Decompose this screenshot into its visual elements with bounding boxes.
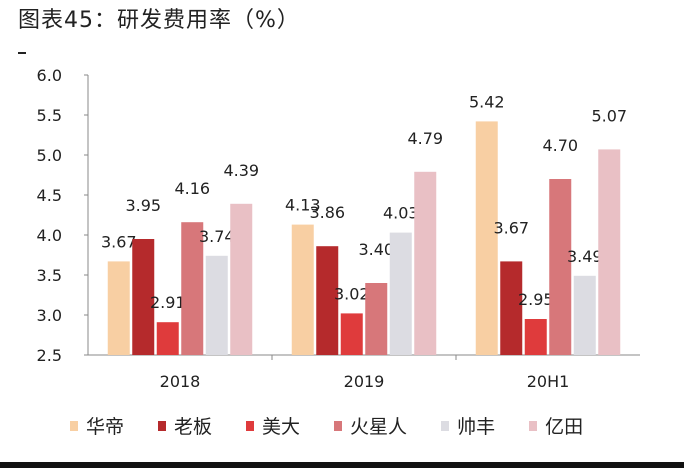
- bar-帅丰-2019: [389, 232, 412, 355]
- bar-老板-2018: [132, 239, 155, 355]
- legend-swatch: [334, 420, 343, 431]
- y-tick-label: 2.5: [37, 346, 62, 365]
- legend-label: 华帝: [86, 416, 125, 438]
- data-label: 3.02: [334, 284, 370, 303]
- legend-label: 火星人: [350, 416, 408, 438]
- bar-帅丰-2018: [205, 255, 228, 355]
- bar-亿田-2019: [414, 171, 437, 355]
- y-tick-label: 5.5: [37, 106, 62, 125]
- bar-亿田-2018: [230, 203, 253, 355]
- bar-老板-2019: [316, 246, 339, 355]
- legend-item: 老板: [158, 412, 212, 439]
- data-label: 3.49: [567, 247, 603, 266]
- bar-火星人-2018: [181, 222, 204, 355]
- legend-label: 美大: [262, 416, 301, 438]
- data-label: 2.95: [518, 290, 554, 309]
- bar-老板-20H1: [500, 261, 523, 355]
- y-tick-label: 5.0: [37, 146, 62, 165]
- legend-swatch: [246, 420, 255, 431]
- data-label: 5.07: [591, 106, 627, 125]
- data-label: 4.13: [285, 196, 321, 215]
- bar-美大-20H1: [524, 319, 547, 355]
- legend-swatch: [70, 420, 78, 431]
- bar-chart: 2.5 3.0 3.5 4.0 4.5 5.0 5.5 6.0 2018 3.67 3.95 2.91…: [18, 52, 640, 391]
- data-label: 3.86: [309, 203, 345, 222]
- legend-label: 亿田: [545, 416, 584, 438]
- data-label: 4.70: [542, 136, 578, 155]
- bar-华帝-20H1: [475, 121, 498, 356]
- bar-美大-2019: [340, 313, 363, 355]
- bottom-border: [0, 462, 684, 468]
- bar-华帝-2019: [291, 224, 314, 355]
- legend-swatch: [441, 420, 450, 431]
- y-tick-label: 6.0: [37, 66, 62, 85]
- legend-item: 亿田: [529, 412, 583, 439]
- data-label: 3.67: [101, 232, 137, 251]
- legend-swatch: [158, 420, 167, 431]
- data-label: 4.39: [223, 161, 259, 180]
- data-label: 2.91: [150, 293, 186, 312]
- data-label: 3.67: [493, 218, 529, 237]
- bar-火星人-2019: [365, 283, 388, 355]
- data-label: 4.03: [383, 204, 419, 223]
- data-label: 5.42: [469, 92, 505, 111]
- legend-swatch: [529, 420, 538, 431]
- data-label: 3.95: [125, 196, 161, 215]
- bar-火星人-20H1: [549, 179, 572, 355]
- data-label: 4.79: [407, 129, 443, 148]
- y-tick-label: 3.5: [37, 266, 62, 285]
- x-tick-label: 2018: [160, 372, 201, 391]
- x-tick-label: 2019: [344, 372, 385, 391]
- legend: 华帝 老板 美大 火星人 帅丰 亿田: [70, 412, 617, 439]
- bar-亿田-20H1: [598, 149, 621, 355]
- bar-帅丰-20H1: [573, 275, 596, 355]
- legend-item: 华帝: [70, 412, 124, 439]
- y-tick-label: 4.5: [37, 186, 62, 205]
- legend-label: 帅丰: [457, 416, 496, 438]
- data-label: 3.74: [199, 227, 235, 246]
- legend-item: 火星人: [334, 412, 407, 439]
- bar-美大-2018: [156, 322, 179, 355]
- data-label: 4.16: [174, 179, 210, 198]
- corner-mark: [18, 52, 26, 54]
- y-tick-label: 3.0: [37, 306, 62, 325]
- data-label: 3.40: [358, 240, 394, 259]
- legend-item: 帅丰: [441, 412, 495, 439]
- legend-label: 老板: [174, 416, 213, 438]
- y-tick-label: 4.0: [37, 226, 62, 245]
- x-tick-label: 20H1: [527, 372, 570, 391]
- bar-华帝-2018: [107, 261, 130, 355]
- legend-item: 美大: [246, 412, 300, 439]
- chart-title: 图表45：研发费用率（%）: [18, 8, 300, 33]
